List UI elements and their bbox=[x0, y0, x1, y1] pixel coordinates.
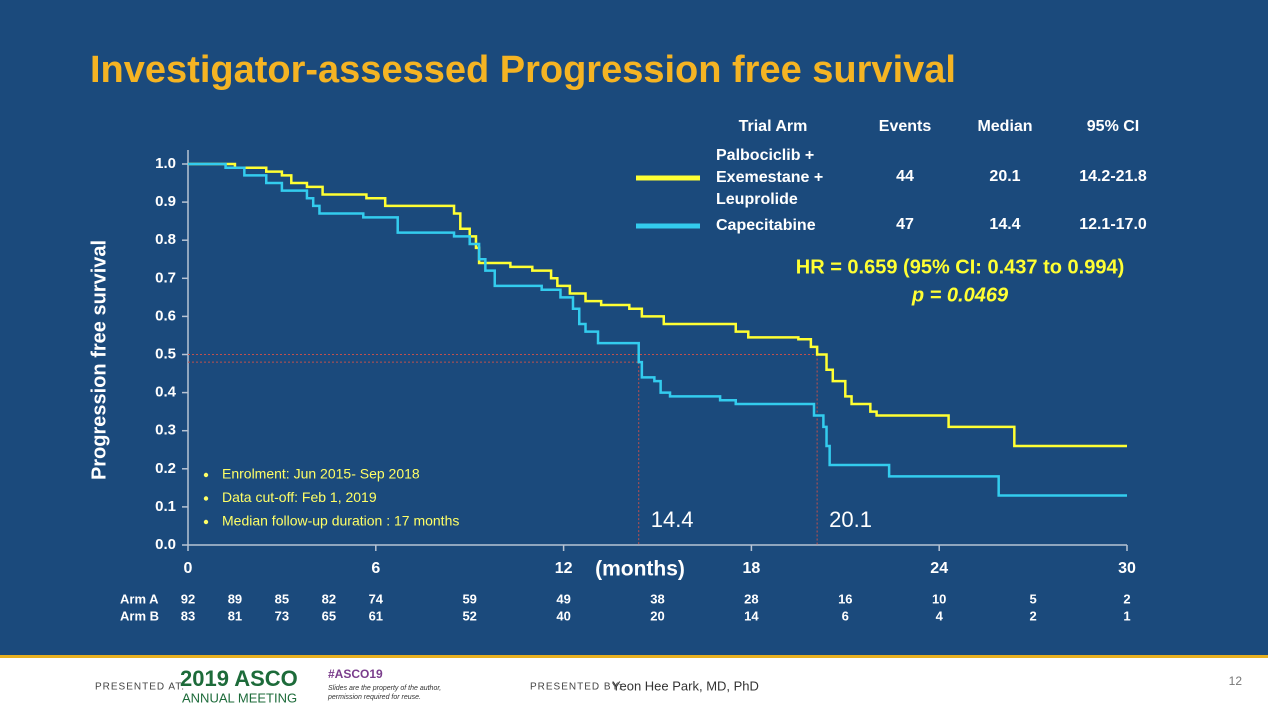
y-tick-label: 0.8 bbox=[155, 231, 176, 248]
risk-count: 59 bbox=[462, 591, 476, 606]
risk-count: 89 bbox=[228, 591, 242, 606]
y-tick-label: 0.6 bbox=[155, 307, 176, 324]
risk-count: 61 bbox=[369, 608, 383, 623]
disclaimer: Slides are the property of the author, p… bbox=[328, 685, 442, 701]
presented-at: PRESENTED AT: bbox=[95, 682, 185, 693]
footer-band bbox=[0, 656, 1268, 714]
x-tick-label: 24 bbox=[930, 560, 948, 577]
survival-curve bbox=[188, 162, 1127, 497]
bullet-dot bbox=[203, 496, 209, 501]
page-number: 12 bbox=[1229, 674, 1243, 688]
risk-count: 28 bbox=[744, 591, 758, 606]
risk-count: 2 bbox=[1029, 608, 1036, 623]
legend-label: Palbociclib + Exemestane + Leuprolide bbox=[716, 147, 824, 208]
survival-curve bbox=[188, 162, 1127, 448]
risk-count: 5 bbox=[1029, 591, 1036, 606]
median-annotation: 20.1 bbox=[829, 507, 872, 532]
y-tick-label: 1.0 bbox=[155, 155, 176, 172]
y-tick-label: 0.0 bbox=[155, 536, 176, 553]
risk-count: 85 bbox=[275, 591, 289, 606]
median-annotation: 14.4 bbox=[651, 507, 694, 532]
legend-label: Capecitabine bbox=[716, 217, 816, 234]
risk-count: 20 bbox=[650, 608, 664, 623]
risk-count: 10 bbox=[932, 591, 946, 606]
risk-count: 83 bbox=[181, 608, 195, 623]
y-tick-label: 0.2 bbox=[155, 460, 176, 477]
y-tick-label: 0.9 bbox=[155, 193, 176, 210]
risk-count: 2 bbox=[1123, 591, 1130, 606]
risk-count: 73 bbox=[275, 608, 289, 623]
risk-count: 81 bbox=[228, 608, 242, 623]
risk-count: 1 bbox=[1123, 608, 1130, 623]
risk-count: 52 bbox=[462, 608, 476, 623]
presenter: Yeon Hee Park, MD, PhD bbox=[612, 678, 759, 693]
risk-count: 40 bbox=[556, 608, 570, 623]
y-tick-label: 0.4 bbox=[155, 384, 177, 401]
table-ci: 12.1-17.0 bbox=[1079, 216, 1147, 233]
x-tick-label: 18 bbox=[743, 560, 761, 577]
table-ci: 14.2-21.8 bbox=[1079, 168, 1147, 185]
table-header: Trial Arm bbox=[738, 118, 808, 135]
table-events: 44 bbox=[896, 168, 914, 185]
risk-row-label: Arm B bbox=[120, 608, 159, 623]
table-header: Events bbox=[878, 118, 932, 135]
bullet-text: Median follow-up duration : 17 months bbox=[222, 513, 459, 529]
p-value: p = 0.0469 bbox=[911, 284, 1009, 306]
bullet-dot bbox=[203, 519, 209, 525]
x-tick-label: 12 bbox=[555, 560, 573, 577]
bullet-text: Enrolment: Jun 2015- Sep 2018 bbox=[222, 466, 420, 482]
y-tick-label: 0.1 bbox=[155, 498, 176, 515]
risk-count: 65 bbox=[322, 608, 336, 623]
bullet-dot bbox=[203, 472, 209, 478]
x-tick-label: 30 bbox=[1118, 560, 1136, 577]
y-axis-label: Progression free survival bbox=[88, 240, 110, 480]
bullet-text: Data cut-off: Feb 1, 2019 bbox=[222, 489, 377, 505]
risk-count: 16 bbox=[838, 591, 852, 606]
table-header: 95% CI bbox=[1086, 118, 1140, 135]
risk-count: 49 bbox=[556, 591, 570, 606]
y-tick-label: 0.5 bbox=[155, 345, 176, 362]
meeting-name: 2019 ASCO bbox=[180, 666, 298, 691]
risk-row-label: Arm A bbox=[120, 591, 159, 606]
risk-count: 14 bbox=[744, 608, 759, 623]
risk-count: 82 bbox=[322, 591, 336, 606]
table-header: Median bbox=[977, 118, 1033, 135]
risk-count: 38 bbox=[650, 591, 664, 606]
hashtag: #ASCO19 bbox=[328, 667, 383, 681]
hazard-ratio: HR = 0.659 (95% CI: 0.437 to 0.994) bbox=[796, 256, 1125, 278]
y-tick-label: 0.7 bbox=[155, 269, 176, 286]
presented-by: PRESENTED BY: bbox=[530, 682, 622, 693]
risk-count: 74 bbox=[369, 591, 384, 606]
meeting-sub: ANNUAL MEETING bbox=[182, 690, 297, 705]
table-median: 14.4 bbox=[989, 216, 1021, 233]
y-tick-label: 0.3 bbox=[155, 422, 176, 439]
risk-count: 6 bbox=[842, 608, 849, 623]
footer-rule bbox=[0, 655, 1268, 658]
x-tick-label: 0 bbox=[184, 560, 193, 577]
x-axis-label: (months) bbox=[595, 558, 685, 581]
table-median: 20.1 bbox=[989, 168, 1021, 185]
risk-count: 4 bbox=[936, 608, 944, 623]
x-tick-label: 6 bbox=[371, 560, 380, 577]
risk-count: 92 bbox=[181, 591, 195, 606]
table-events: 47 bbox=[896, 216, 914, 233]
chart-title: Investigator-assessed Progression free s… bbox=[90, 49, 956, 91]
